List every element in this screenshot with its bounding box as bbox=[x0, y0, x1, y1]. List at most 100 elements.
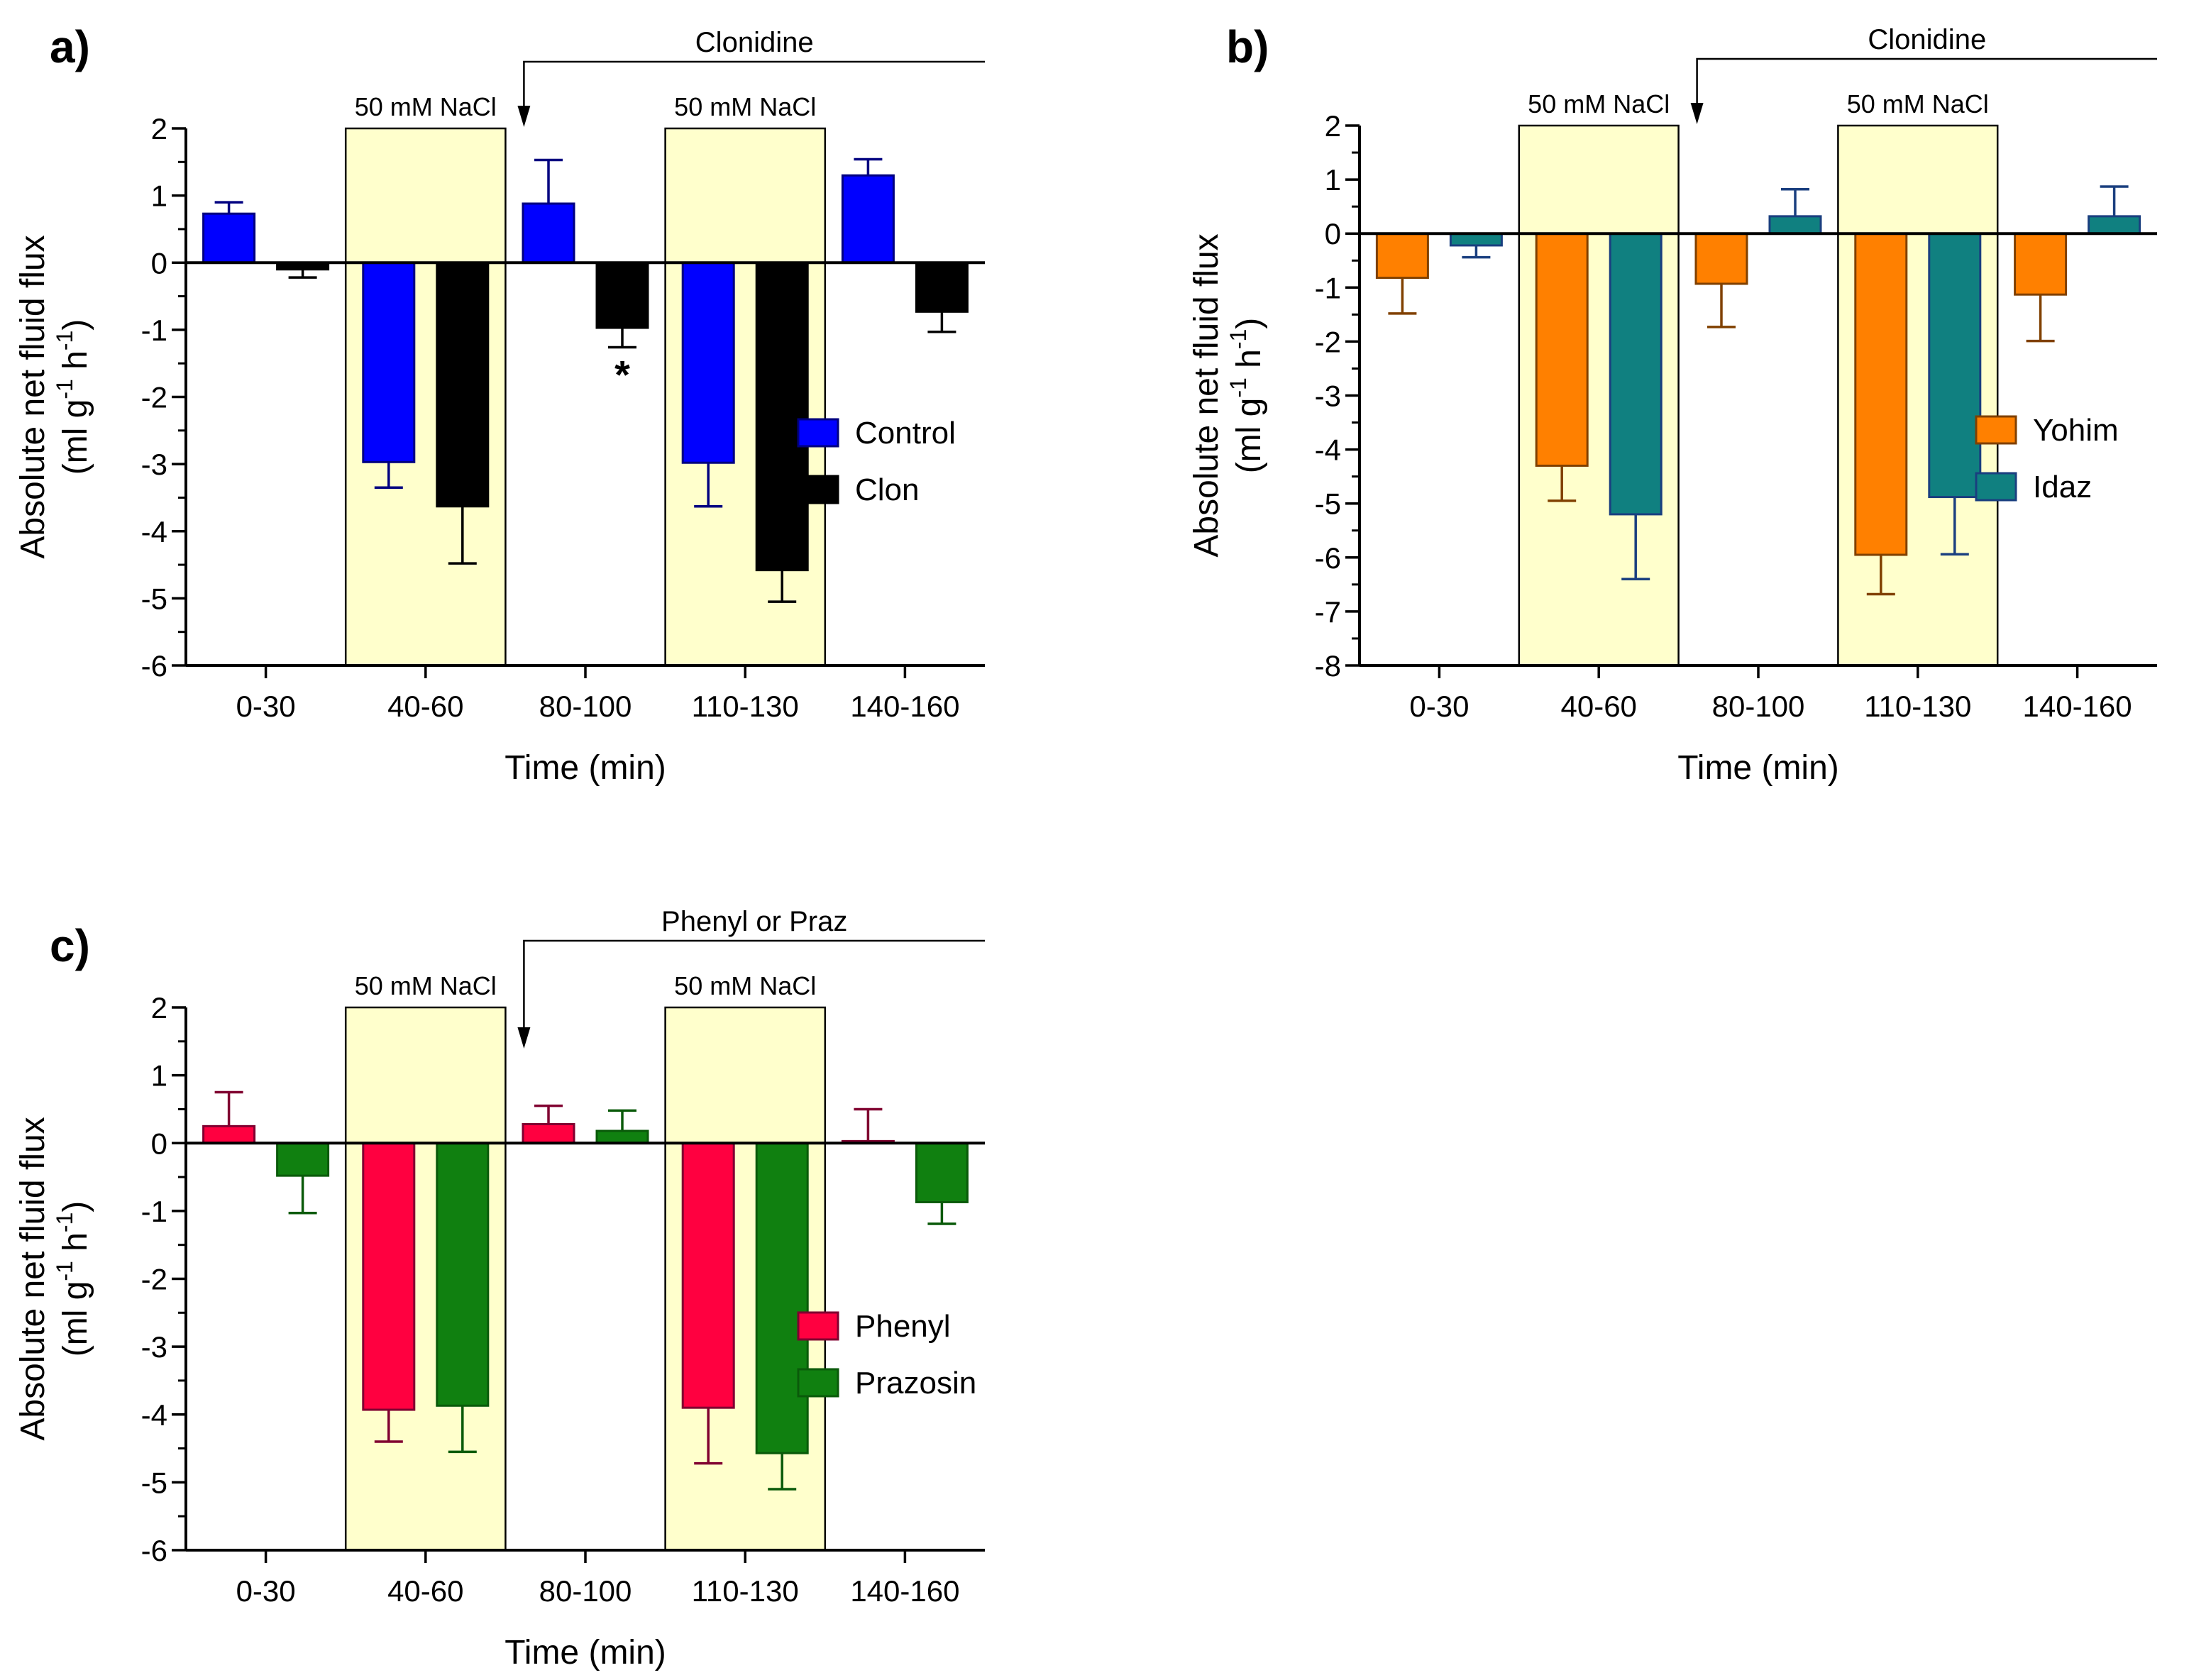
y-axis-units-part-a-5: ) bbox=[57, 319, 94, 331]
bar-a-clon-2 bbox=[436, 261, 490, 508]
y-tick-label-a-8: -5 bbox=[141, 582, 167, 615]
y-tick-label-c-3: 0 bbox=[151, 1127, 167, 1160]
bar-c-prazosin-1 bbox=[276, 1142, 330, 1177]
y-axis-units-b: (ml g-1 h-1) bbox=[1225, 318, 1268, 474]
bar-a-control-4 bbox=[681, 261, 735, 464]
chart-panel-c: 50 mM NaCl 50 mM NaCl Phenyl or Praz 2 1 0 -1 -… bbox=[14, 906, 985, 1671]
y-tick-label-a-6: -3 bbox=[141, 448, 167, 481]
bar-a-control-2 bbox=[362, 261, 416, 463]
x-tick-label-b-2: 40-60 bbox=[1560, 690, 1636, 723]
y-tick-label-c-4: -1 bbox=[141, 1195, 167, 1228]
bar-c-prazosin-4 bbox=[755, 1142, 809, 1454]
y-axis-units-part-b-1: (ml g bbox=[1230, 398, 1268, 474]
bar-b-idaz-2 bbox=[1609, 232, 1663, 516]
y-axis-units-part-a-1: (ml g bbox=[57, 399, 94, 475]
y-axis-units-part-b-4: -1 bbox=[1225, 329, 1251, 349]
y-tick-label-a-7: -4 bbox=[141, 515, 167, 548]
chart-panel-b: 50 mM NaCl 50 mM NaCl Clonidine 2 1 0 -1 -2 -3 -4… bbox=[1188, 21, 2157, 787]
panel-label-c: c) bbox=[50, 920, 90, 971]
y-axis-title-a: Absolute net fluid flux bbox=[14, 235, 52, 558]
x-tick-label-c-4: 110-130 bbox=[692, 1574, 799, 1608]
bar-a-clon-3 bbox=[595, 261, 649, 329]
y-axis-units-a: (ml g-1 h-1) bbox=[52, 319, 94, 475]
y-tick-label-a-4: -1 bbox=[141, 314, 167, 347]
y-tick-label-b-7: -4 bbox=[1315, 433, 1341, 467]
bar-c-prazosin-3 bbox=[595, 1129, 649, 1144]
legend-swatch-c-prazosin bbox=[797, 1368, 839, 1398]
y-tick-label-b-2: 1 bbox=[1325, 163, 1341, 197]
nacl-box-label-b-2: 50 mM NaCl bbox=[1847, 89, 1989, 118]
y-tick-label-b-9: -6 bbox=[1315, 541, 1341, 575]
legend-label-a-clon: Clon bbox=[855, 472, 920, 507]
y-axis-title-b: Absolute net fluid flux bbox=[1188, 233, 1225, 557]
panel-label-b: b) bbox=[1226, 21, 1269, 72]
drug-arrow-a bbox=[517, 106, 531, 127]
legend-label-c-phenyl: Phenyl bbox=[855, 1309, 951, 1344]
x-tick-label-b-3: 80-100 bbox=[1712, 690, 1805, 723]
bar-c-phenyl-2 bbox=[362, 1142, 416, 1411]
drug-label-b: Clonidine bbox=[1868, 24, 1986, 55]
x-axis-title-b: Time (min) bbox=[1677, 749, 1839, 787]
drug-label-c: Phenyl or Praz bbox=[661, 906, 847, 937]
y-axis-units-part-a-4: -1 bbox=[52, 331, 77, 350]
bar-b-idaz-3 bbox=[1768, 215, 1822, 235]
bar-a-control-1 bbox=[202, 212, 256, 264]
drug-bracket-b bbox=[1696, 57, 2157, 104]
y-tick-label-c-9: -6 bbox=[141, 1534, 167, 1567]
y-tick-label-b-10: -7 bbox=[1315, 595, 1341, 629]
bar-b-yohim-4 bbox=[1854, 232, 1908, 556]
y-axis-units-part-c-3: h bbox=[57, 1232, 94, 1261]
x-tick-label-c-5: 140-160 bbox=[850, 1574, 959, 1608]
y-tick-label-c-2: 1 bbox=[151, 1059, 167, 1093]
bar-b-yohim-3 bbox=[1694, 232, 1748, 285]
bar-b-idaz-4 bbox=[1928, 232, 1982, 499]
legend-label-c-prazosin: Prazosin bbox=[855, 1366, 976, 1400]
legend-label-b-idaz: Idaz bbox=[2033, 470, 2092, 504]
x-tick-label-c-1: 0-30 bbox=[236, 1574, 296, 1608]
nacl-box-label-a-1: 50 mM NaCl bbox=[355, 92, 497, 121]
y-tick-label-c-6: -3 bbox=[141, 1330, 167, 1364]
y-tick-label-a-9: -6 bbox=[141, 649, 167, 682]
y-tick-label-c-1: 2 bbox=[151, 991, 167, 1024]
legend-label-b-yohim: Yohim bbox=[2033, 413, 2119, 448]
bar-a-clon-4 bbox=[755, 261, 809, 572]
legend-label-a-control: Control bbox=[855, 416, 956, 451]
legend-swatch-a-clon bbox=[797, 475, 839, 504]
x-tick-label-b-5: 140-160 bbox=[2023, 690, 2132, 723]
x-tick-label-a-4: 110-130 bbox=[692, 690, 799, 723]
bar-c-phenyl-3 bbox=[522, 1122, 575, 1144]
x-axis-title-a: Time (min) bbox=[504, 749, 666, 787]
y-tick-label-b-6: -3 bbox=[1315, 380, 1341, 413]
y-axis-units-part-b-5: ) bbox=[1230, 318, 1268, 329]
drug-arrow-b bbox=[1690, 103, 1704, 124]
bar-b-idaz-1 bbox=[1449, 232, 1503, 247]
bar-a-clon-5 bbox=[915, 261, 969, 313]
legend-swatch-c-phenyl bbox=[797, 1311, 839, 1341]
drug-arrow-c bbox=[517, 1027, 531, 1049]
y-tick-label-b-3: 0 bbox=[1325, 217, 1341, 250]
bar-c-phenyl-4 bbox=[681, 1142, 735, 1409]
x-tick-label-c-2: 40-60 bbox=[387, 1574, 463, 1608]
nacl-box-label-b-1: 50 mM NaCl bbox=[1528, 89, 1670, 118]
y-axis-units-part-c-2: -1 bbox=[52, 1261, 77, 1281]
x-tick-label-a-1: 0-30 bbox=[236, 690, 296, 723]
bar-a-control-5 bbox=[841, 174, 895, 264]
y-tick-label-b-1: 2 bbox=[1325, 109, 1341, 143]
y-axis-units-c: (ml g-1 h-1) bbox=[52, 1201, 94, 1357]
chart-panel-a: 50 mM NaCl 50 mM NaCl Clonidine * 2 1 0 -1 -2 -3 -… bbox=[14, 21, 985, 787]
legend-swatch-a-control bbox=[797, 418, 839, 448]
drug-bracket-a bbox=[523, 60, 985, 107]
y-axis-units-part-a-3: h bbox=[57, 350, 94, 379]
bar-a-control-3 bbox=[522, 202, 575, 264]
y-tick-label-b-8: -5 bbox=[1315, 487, 1341, 521]
y-axis-title-c: Absolute net fluid flux bbox=[14, 1117, 52, 1440]
nacl-box-label-c-2: 50 mM NaCl bbox=[674, 971, 816, 1000]
bar-b-yohim-2 bbox=[1535, 232, 1589, 467]
x-tick-label-b-4: 110-130 bbox=[1864, 690, 1971, 723]
legend-swatch-b-yohim bbox=[1975, 415, 2017, 445]
drug-bracket-c bbox=[523, 939, 985, 1029]
bar-c-prazosin-2 bbox=[436, 1142, 490, 1407]
y-tick-label-c-7: -4 bbox=[141, 1398, 167, 1432]
x-axis-title-c: Time (min) bbox=[504, 1634, 666, 1671]
